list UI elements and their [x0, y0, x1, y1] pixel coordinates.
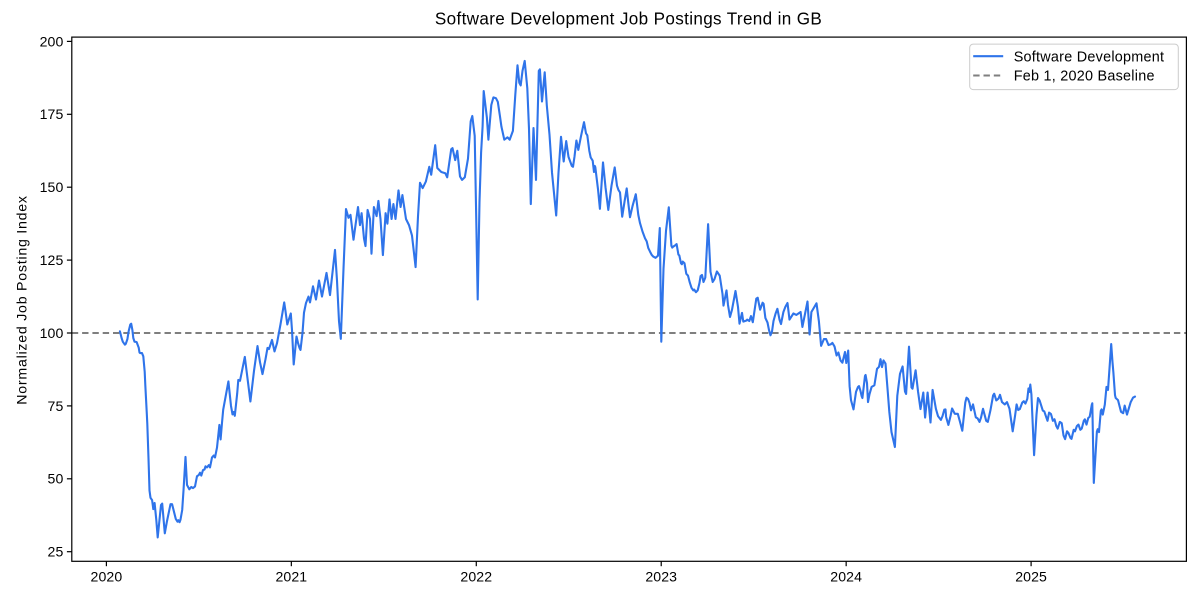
svg-text:150: 150	[40, 179, 64, 195]
svg-text:2025: 2025	[1015, 569, 1047, 585]
svg-text:50: 50	[48, 471, 64, 487]
svg-text:2024: 2024	[830, 569, 862, 585]
svg-text:2021: 2021	[275, 569, 307, 585]
svg-text:25: 25	[48, 544, 64, 560]
svg-text:2020: 2020	[91, 569, 123, 585]
svg-text:75: 75	[48, 398, 64, 414]
svg-text:Software Development Job Posti: Software Development Job Postings Trend …	[435, 10, 822, 29]
svg-text:Software Development: Software Development	[1014, 49, 1165, 65]
svg-text:200: 200	[40, 33, 64, 49]
svg-text:Feb 1, 2020 Baseline: Feb 1, 2020 Baseline	[1014, 68, 1155, 84]
svg-text:2022: 2022	[460, 569, 492, 585]
svg-text:125: 125	[40, 252, 64, 268]
svg-text:175: 175	[40, 106, 64, 122]
svg-text:Normalized Job Posting Index: Normalized Job Posting Index	[15, 195, 31, 404]
svg-text:2023: 2023	[645, 569, 677, 585]
svg-text:100: 100	[40, 325, 64, 341]
